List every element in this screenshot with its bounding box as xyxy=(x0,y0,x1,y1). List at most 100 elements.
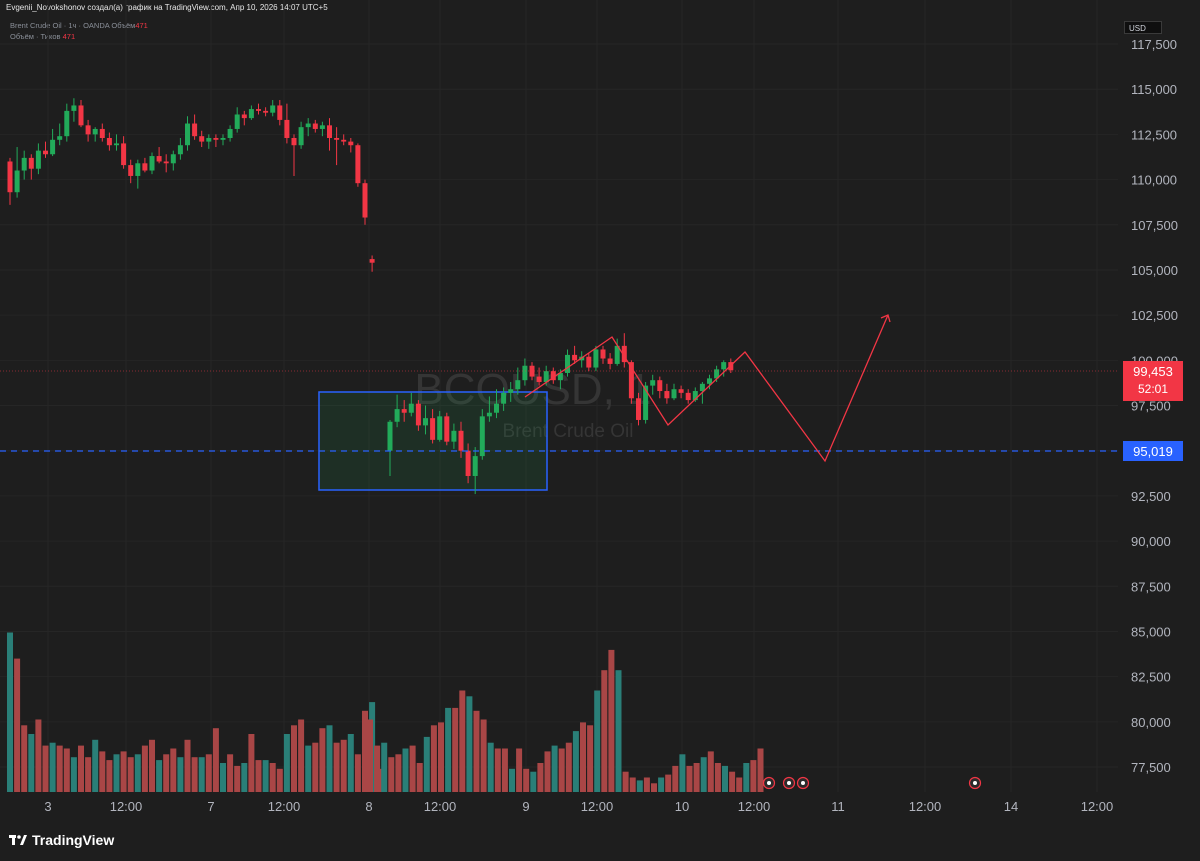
candle-body[interactable] xyxy=(437,416,443,440)
candle-body[interactable] xyxy=(369,259,375,263)
candle-body[interactable] xyxy=(550,371,556,381)
candle-body[interactable] xyxy=(334,137,340,140)
candle-body[interactable] xyxy=(170,154,176,164)
candle-body[interactable] xyxy=(206,137,212,142)
candle-body[interactable] xyxy=(628,362,634,399)
candle-body[interactable] xyxy=(479,416,485,457)
candle-body[interactable] xyxy=(348,141,354,146)
candle-body[interactable] xyxy=(7,161,13,193)
candle-body[interactable] xyxy=(156,156,162,162)
candle-body[interactable] xyxy=(135,163,141,176)
tradingview-logo[interactable]: TradingView xyxy=(9,832,114,848)
candle-body[interactable] xyxy=(650,380,656,386)
candle-body[interactable] xyxy=(177,145,183,155)
candle-body[interactable] xyxy=(494,403,499,413)
candle-body[interactable] xyxy=(220,137,226,140)
forecast-path[interactable] xyxy=(524,314,889,463)
candle-body[interactable] xyxy=(714,369,720,379)
candle-body[interactable] xyxy=(85,125,91,135)
candle-body[interactable] xyxy=(28,157,34,169)
candle-body[interactable] xyxy=(185,123,190,146)
candle-body[interactable] xyxy=(142,163,148,171)
candle-body[interactable] xyxy=(415,403,421,426)
candle-body[interactable] xyxy=(472,456,478,476)
candle-body[interactable] xyxy=(543,371,549,383)
candle-body[interactable] xyxy=(298,127,304,146)
candle-body[interactable] xyxy=(43,150,48,155)
candle-body[interactable] xyxy=(291,137,297,146)
candle-body[interactable] xyxy=(394,409,400,422)
candle-body[interactable] xyxy=(401,409,407,413)
candle-body[interactable] xyxy=(163,161,169,164)
candle-body[interactable] xyxy=(593,349,599,368)
candle-body[interactable] xyxy=(444,416,450,442)
candle-body[interactable] xyxy=(121,143,127,166)
candle-body[interactable] xyxy=(671,389,677,399)
candle-body[interactable] xyxy=(128,165,134,176)
candle-body[interactable] xyxy=(508,389,514,393)
candle-body[interactable] xyxy=(71,105,77,111)
candle-body[interactable] xyxy=(465,450,471,476)
candle-body[interactable] xyxy=(458,430,464,451)
candle-body[interactable] xyxy=(270,105,276,113)
candle-body[interactable] xyxy=(678,389,684,393)
candle-body[interactable] xyxy=(21,157,27,171)
candle-body[interactable] xyxy=(699,383,705,392)
candle-body[interactable] xyxy=(451,430,457,442)
candle-body[interactable] xyxy=(515,380,521,390)
candle-body[interactable] xyxy=(277,105,283,120)
candle-body[interactable] xyxy=(64,110,70,137)
candle-body[interactable] xyxy=(536,376,542,383)
candle-body[interactable] xyxy=(643,385,649,420)
candle-body[interactable] xyxy=(263,110,269,113)
candle-body[interactable] xyxy=(248,109,254,119)
candle-body[interactable] xyxy=(199,136,205,142)
candle-body[interactable] xyxy=(341,139,347,142)
candle-body[interactable] xyxy=(241,114,247,119)
candle-body[interactable] xyxy=(522,365,528,381)
candle-body[interactable] xyxy=(227,128,233,138)
candle-body[interactable] xyxy=(685,392,691,401)
candle-body[interactable] xyxy=(586,356,592,368)
candle-body[interactable] xyxy=(327,125,332,138)
candle-body[interactable] xyxy=(486,412,492,417)
candle-body[interactable] xyxy=(572,354,578,361)
candle-body[interactable] xyxy=(57,136,63,140)
candle-body[interactable] xyxy=(256,109,261,111)
candle-body[interactable] xyxy=(106,137,112,146)
candle-body[interactable] xyxy=(362,183,368,218)
candle-body[interactable] xyxy=(692,391,698,401)
candle-body[interactable] xyxy=(355,145,361,184)
candle-body[interactable] xyxy=(92,128,98,135)
candle-body[interactable] xyxy=(621,345,627,363)
candle-body[interactable] xyxy=(565,354,570,373)
candle-body[interactable] xyxy=(600,349,606,359)
candle-body[interactable] xyxy=(14,170,20,193)
candle-body[interactable] xyxy=(99,128,105,138)
candle-body[interactable] xyxy=(387,421,393,451)
candle-body[interactable] xyxy=(721,362,727,370)
candle-body[interactable] xyxy=(149,156,155,171)
currency-selector[interactable]: USD xyxy=(1124,21,1162,34)
candle-body[interactable] xyxy=(114,143,119,146)
candle-body[interactable] xyxy=(664,391,670,399)
candle-body[interactable] xyxy=(557,372,563,381)
candle-body[interactable] xyxy=(213,137,219,140)
candle-body[interactable] xyxy=(50,139,56,155)
candle-body[interactable] xyxy=(423,418,428,426)
candle-body[interactable] xyxy=(657,380,663,392)
candle-body[interactable] xyxy=(319,125,325,129)
candle-body[interactable] xyxy=(614,345,620,364)
candle-body[interactable] xyxy=(78,105,84,126)
candle-body[interactable] xyxy=(707,378,712,384)
candle-body[interactable] xyxy=(234,114,240,129)
candle-body[interactable] xyxy=(35,150,41,169)
candle-body[interactable] xyxy=(636,398,641,420)
candle-body[interactable] xyxy=(284,119,290,138)
candle-body[interactable] xyxy=(305,123,311,128)
candle-body[interactable] xyxy=(408,403,414,413)
candle-body[interactable] xyxy=(501,392,507,404)
candle-body[interactable] xyxy=(607,358,613,364)
candle-body[interactable] xyxy=(192,123,198,137)
price-chart[interactable]: BCOUSD, 1 Brent Crude Oil 117,500115,000… xyxy=(0,0,1200,822)
